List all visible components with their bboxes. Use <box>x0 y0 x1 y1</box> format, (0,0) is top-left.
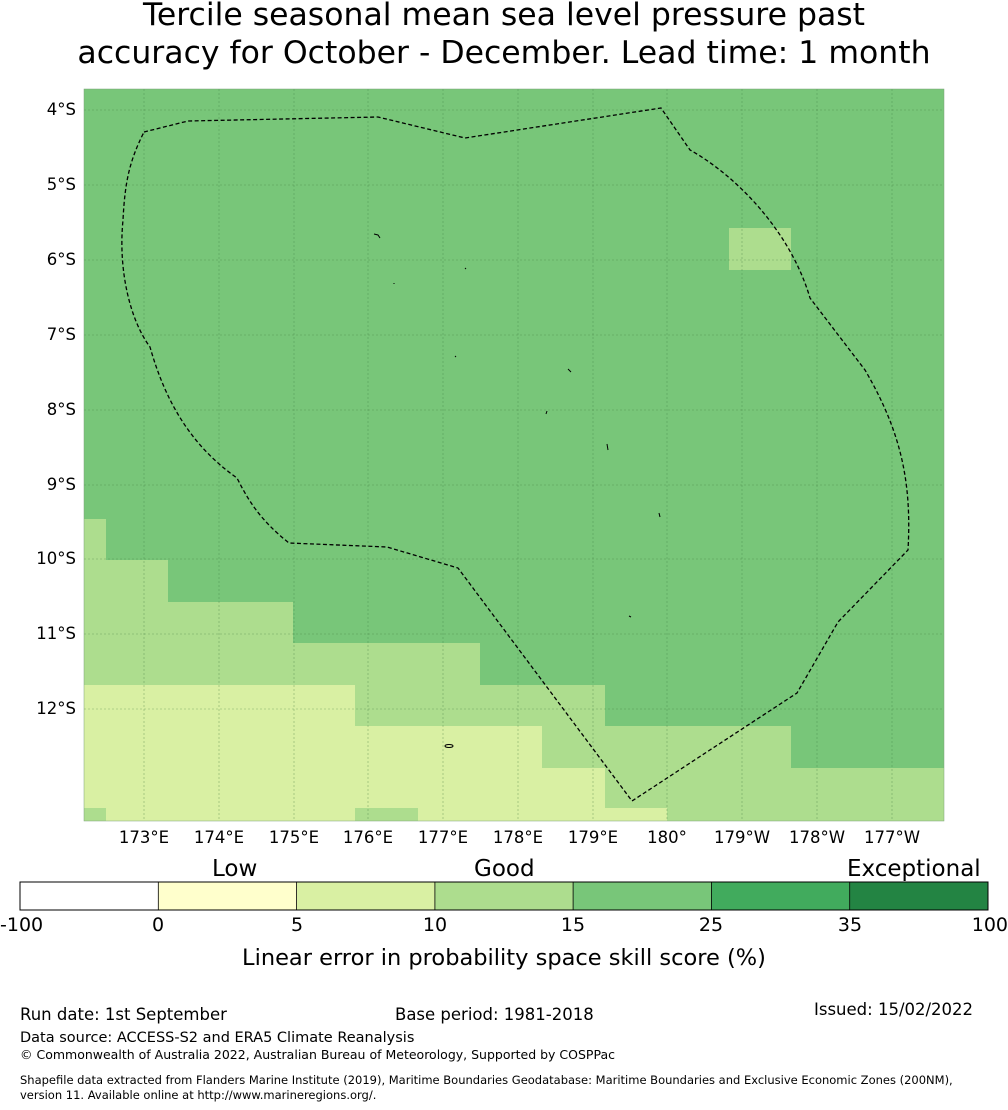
lat-label: 9°S <box>46 475 76 494</box>
lon-label: 175°E <box>268 828 320 847</box>
island <box>373 233 381 239</box>
colorbar-category-exceptional: Exceptional <box>847 856 981 882</box>
base-period: Base period: 1981-2018 <box>395 1005 594 1024</box>
island <box>545 410 548 415</box>
shapefile-credit-line-1: Shapefile data extracted from Flanders M… <box>20 1073 953 1087</box>
colorbar-tick: 100 <box>971 914 1008 936</box>
eez-boundary <box>121 107 910 802</box>
island <box>567 368 572 373</box>
lat-label: 7°S <box>46 325 76 344</box>
colorbar-segment <box>573 882 712 910</box>
colorbar-segment <box>849 882 988 910</box>
lat-label: 12°S <box>36 699 76 718</box>
lon-label: 179°W <box>713 828 771 847</box>
copyright-notice: © Commonwealth of Australia 2022, Austra… <box>20 1047 615 1062</box>
colorbar-category-good: Good <box>474 856 535 882</box>
islands <box>373 233 661 748</box>
colorbar-tick: 35 <box>837 914 863 936</box>
colorbar-tick: 10 <box>422 914 448 936</box>
skill-cell-isolated <box>729 228 791 270</box>
gridlines <box>84 89 944 821</box>
colorbar-tick: 5 <box>290 914 304 936</box>
island <box>454 355 457 358</box>
colorbar-segment <box>158 882 297 910</box>
colorbar-segment <box>20 882 159 910</box>
island <box>606 443 609 451</box>
lat-label: 10°S <box>36 549 76 568</box>
colorbar-category-low: Low <box>212 856 258 882</box>
colorbar-segment <box>296 882 435 910</box>
lon-label: 174°E <box>193 828 245 847</box>
colorbar-tick: 25 <box>698 914 724 936</box>
island <box>628 615 632 618</box>
lon-label: 173°E <box>118 828 170 847</box>
run-date: Run date: 1st September <box>20 1005 227 1024</box>
colorbar-segment <box>711 882 850 910</box>
lon-label: 179°E <box>567 828 619 847</box>
island <box>658 512 661 518</box>
issued-date: Issued: 15/02/2022 <box>814 1000 974 1019</box>
lat-label: 5°S <box>46 175 76 194</box>
shapefile-credit-line-2: version 11. Available online at http://w… <box>20 1088 377 1102</box>
lat-label: 6°S <box>46 250 76 269</box>
title-line-2: accuracy for October - December. Lead ti… <box>77 35 931 71</box>
data-source: Data source: ACCESS-S2 and ERA5 Climate … <box>20 1030 415 1046</box>
lat-label: 8°S <box>46 400 76 419</box>
lon-label: 178°E <box>492 828 544 847</box>
colorbar <box>19 881 989 911</box>
colorbar-tick: -100 <box>0 914 44 936</box>
island <box>444 744 454 748</box>
title-line-1: Tercile seasonal mean sea level pressure… <box>142 0 866 33</box>
colorbar-segment <box>434 882 574 910</box>
lon-label: 177°W <box>863 828 921 847</box>
lon-label: 180° <box>647 828 687 847</box>
lon-label: 178°W <box>788 828 846 847</box>
lon-label: 176°E <box>342 828 394 847</box>
map-area <box>83 88 945 822</box>
island <box>464 267 467 270</box>
lat-label: 11°S <box>36 624 76 643</box>
colorbar-label: Linear error in probability space skill … <box>242 945 766 971</box>
chart-title: Tercile seasonal mean sea level pressure… <box>0 0 1008 72</box>
lon-label: 177°E <box>417 828 469 847</box>
colorbar-tick: 0 <box>151 914 165 936</box>
lat-label: 4°S <box>46 100 76 119</box>
map-frame <box>83 88 945 822</box>
skill-region-5-10 <box>84 685 667 821</box>
colorbar-tick: 15 <box>560 914 586 936</box>
colorbar-frame <box>19 881 989 911</box>
